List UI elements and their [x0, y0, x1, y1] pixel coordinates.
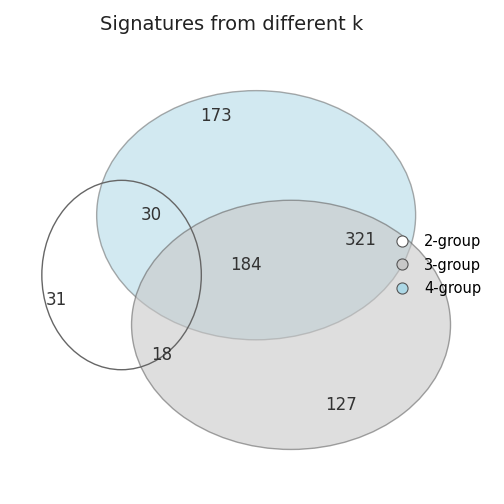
Text: 31: 31	[46, 291, 68, 309]
Ellipse shape	[97, 91, 416, 340]
Text: 127: 127	[325, 396, 357, 414]
Text: 173: 173	[201, 106, 232, 124]
Text: 30: 30	[141, 206, 162, 224]
Text: 18: 18	[151, 346, 172, 364]
Legend: 2-group, 3-group, 4-group: 2-group, 3-group, 4-group	[382, 228, 487, 302]
Text: 184: 184	[230, 256, 262, 274]
Text: 321: 321	[345, 231, 377, 249]
Title: Signatures from different k: Signatures from different k	[100, 15, 363, 34]
Ellipse shape	[132, 200, 451, 450]
